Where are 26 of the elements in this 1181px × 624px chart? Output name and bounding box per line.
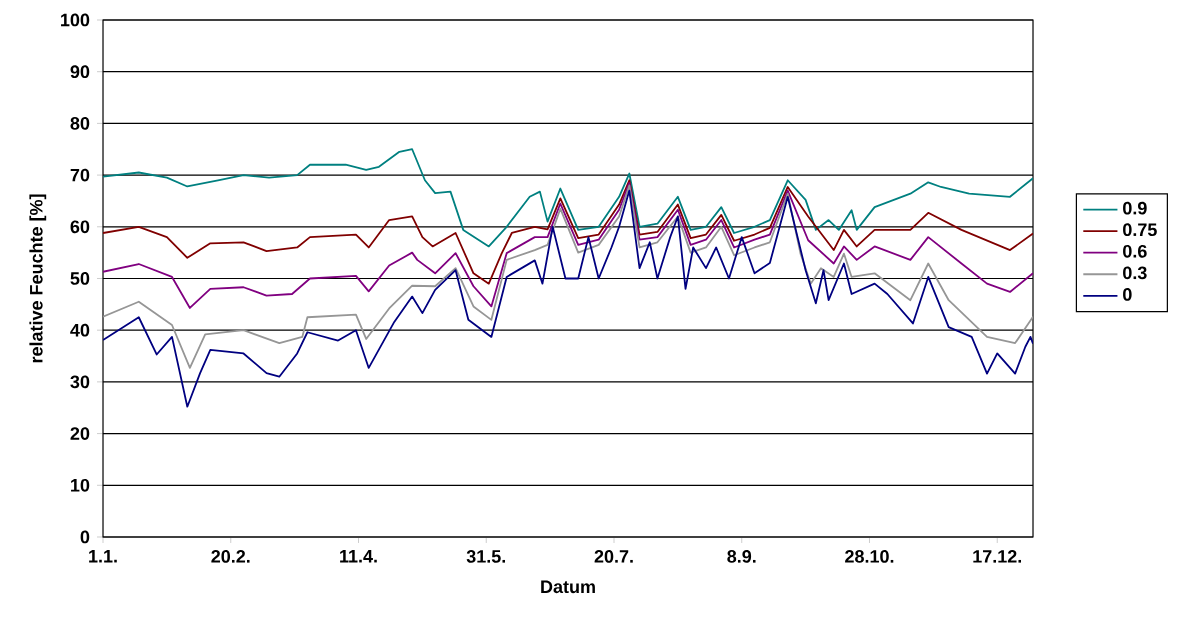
x-tick-label: 1.1. [89, 550, 117, 563]
x-tick-label: 20.2. [211, 550, 250, 563]
x-tick-label: 28.10. [845, 550, 894, 563]
legend-label: 0 [1123, 288, 1132, 301]
y-tick-label: 0 [80, 530, 90, 544]
x-axis-title: Datum [541, 580, 595, 594]
x-tick-label: 20.7. [594, 550, 633, 563]
legend-label: 0.75 [1123, 223, 1157, 237]
y-tick-label: 40 [70, 323, 90, 337]
legend-label: 0.6 [1123, 244, 1147, 258]
y-tick-label: 20 [70, 427, 90, 440]
y-tick-label: 90 [70, 65, 90, 79]
legend-label: 0.9 [1123, 201, 1147, 215]
x-tick-label: 17.12. [973, 550, 1022, 563]
y-axis-title: relative Feuchte [%] [29, 194, 47, 363]
y-tick-label: 30 [70, 375, 90, 389]
y-tick-label: 60 [70, 220, 90, 234]
legend-label: 0.3 [1123, 266, 1147, 280]
x-tick-label: 31.5. [466, 550, 506, 563]
y-tick-label: 10 [71, 478, 90, 492]
y-tick-label: 70 [70, 168, 90, 182]
y-tick-label: 100 [61, 13, 90, 27]
x-tick-label: 8.9. [727, 550, 756, 563]
x-tick-label: 11.4. [340, 550, 377, 563]
y-tick-label: 50 [70, 272, 90, 285]
y-tick-label: 80 [70, 117, 90, 130]
